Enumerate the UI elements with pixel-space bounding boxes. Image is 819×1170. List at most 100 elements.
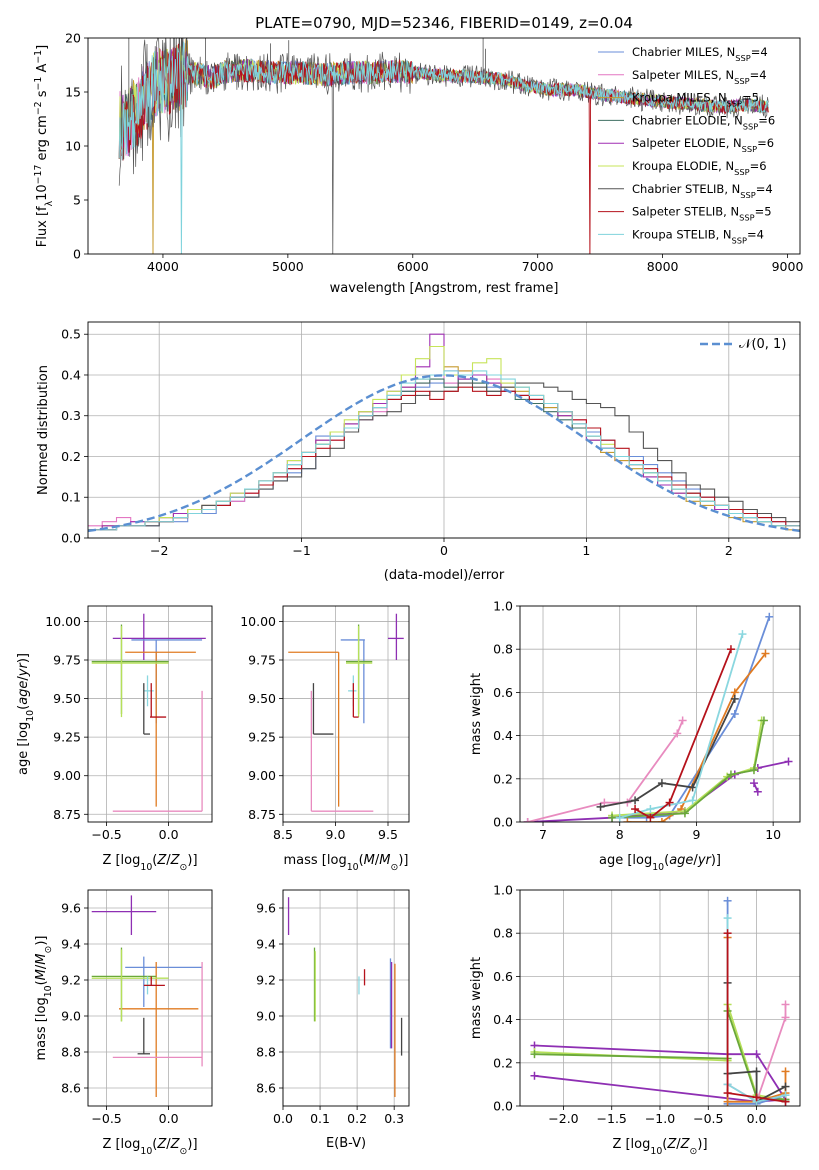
y-tick-label: 0.1 (61, 490, 81, 505)
x-tick-label: 0.2 (347, 1111, 367, 1126)
x-axis-label: E(B-V) (326, 1136, 366, 1151)
axes-frame (87, 889, 213, 1107)
y-tick-label: 0.2 (493, 1055, 513, 1070)
x-tick-label: −0.5 (693, 1111, 723, 1126)
y-tick-label: 0.5 (61, 327, 81, 342)
x-axis-label: wavelength [Angstrom, rest frame] (330, 281, 559, 296)
axes-frame (519, 605, 801, 823)
legend-entry: Kroupa MILES, NSSP=5 (632, 91, 759, 109)
histogram-line (88, 386, 800, 531)
y-tick-label: 0.0 (493, 1099, 513, 1114)
legend-entry: Salpeter STELIB, NSSP=5 (632, 205, 772, 223)
x-tick-label: 2 (725, 543, 733, 558)
y-tick-label: 20 (65, 31, 81, 46)
y-tick-label: 9.0 (256, 1009, 276, 1024)
mass_vs_EBV-panel: 0.0 0.1 0.2 0.3 8.6 8.8 9.0 9.2 9.4 9.6 E(B-V) (256, 889, 410, 1151)
x-tick-label: 0.3 (384, 1111, 404, 1126)
y-axis-label: Normed distribution (36, 365, 51, 495)
y-tick-label: 10.00 (240, 614, 276, 629)
x-tick-label: 0.1 (310, 1111, 330, 1126)
y-tick-label: 10 (65, 139, 81, 154)
error-bars (91, 895, 203, 1097)
histogram-line (88, 370, 800, 531)
y-tick-label: 0 (73, 247, 81, 262)
figure-title: PLATE=0790, MJD=52346, FIBERID=0149, z=0… (255, 14, 633, 32)
legend-entry: Salpeter ELODIE, NSSP=6 (632, 136, 774, 154)
y-tick-label: 9.75 (53, 653, 81, 668)
y-tick-label: 1.0 (493, 883, 513, 898)
axes-frame (87, 605, 213, 823)
x-tick-label: −2 (150, 543, 168, 558)
x-axis-label: age [log10(age/yr)] (599, 853, 721, 873)
y-tick-label: 9.6 (61, 901, 81, 916)
y-tick-label: 9.6 (256, 901, 276, 916)
y-tick-label: 9.2 (256, 973, 276, 988)
weight-lines (523, 612, 793, 822)
y-tick-label: 0.6 (493, 685, 513, 700)
legend-entry: Kroupa ELODIE, NSSP=6 (632, 159, 767, 177)
histograms (88, 333, 800, 533)
age_vs_Z-panel: −0.5 0.0 8.75 9.00 9.25 9.50 9.75 10.00 Z [log10… (16, 605, 213, 873)
x-tick-label: 0.0 (159, 827, 179, 842)
y-tick-label: 10.00 (45, 614, 81, 629)
x-tick-label: −0.5 (91, 827, 121, 842)
weight-line (634, 648, 732, 819)
mass_vs_Z-panel: −0.5 0.0 8.6 8.8 9.0 9.2 9.4 9.6 Z [log10(Z/Z⊙)]… (34, 889, 213, 1157)
axes-frame (519, 889, 801, 1107)
y-tick-label: 0.4 (493, 1012, 513, 1027)
normal-curve (88, 374, 800, 533)
x-tick-label: −1 (292, 543, 310, 558)
x-tick-label: 9000 (772, 259, 804, 274)
x-tick-label: −2.0 (548, 1111, 578, 1126)
legend-entry: Chabrier ELODIE, NSSP=6 (632, 113, 775, 131)
x-tick-label: 7 (539, 827, 547, 842)
x-axis-label: Z [log10(Z/Z⊙)] (612, 1137, 707, 1157)
axes-frame (87, 321, 801, 539)
y-tick-label: 8.8 (61, 1045, 81, 1060)
x-tick-label: 5000 (272, 259, 304, 274)
error-bars (91, 613, 206, 812)
y-tick-label: 9.75 (248, 653, 276, 668)
weight-lines (530, 896, 790, 1106)
x-tick-label: 0.0 (747, 1111, 767, 1126)
error-bars (288, 613, 404, 812)
spectrum-lines (118, 38, 769, 254)
x-tick-label: −1.0 (645, 1111, 675, 1126)
y-tick-label: 8.75 (248, 807, 276, 822)
y-tick-label: 9.4 (256, 937, 276, 952)
y-tick-label: 8.6 (61, 1081, 81, 1096)
y-axis-label: age [log10(age/yr)] (16, 653, 36, 775)
spectrum-panel: PLATE=0790, MJD=52346, FIBERID=0149, z=0… (33, 14, 804, 296)
legend-entry: Salpeter MILES, NSSP=4 (632, 68, 767, 86)
legend-entry: Chabrier MILES, NSSP=4 (632, 45, 768, 63)
legend: Chabrier MILES, NSSP=4 Salpeter MILES, NS… (598, 45, 775, 245)
x-tick-label: 7000 (522, 259, 554, 274)
x-tick-label: 8.5 (273, 827, 293, 842)
y-tick-label: 0.0 (61, 531, 81, 546)
legend-entry: Kroupa STELIB, NSSP=4 (632, 227, 764, 245)
x-tick-label: 0.0 (273, 1111, 293, 1126)
x-tick-label: 10 (765, 827, 781, 842)
y-tick-label: 0.2 (493, 771, 513, 786)
weight-line (726, 933, 786, 1103)
x-axis-label: Z [log10(Z/Z⊙)] (102, 853, 197, 873)
x-tick-label: 9 (692, 827, 700, 842)
x-tick-label: 0 (440, 543, 448, 558)
x-axis-label: Z [log10(Z/Z⊙)] (102, 1137, 197, 1157)
y-tick-label: 0.8 (493, 926, 513, 941)
weight-line (534, 1044, 788, 1103)
age_vs_mass-panel: 8.5 9.0 9.5 8.75 9.00 9.25 9.50 9.75 10.00 mass [… (240, 605, 410, 873)
y-tick-label: 9.00 (248, 768, 276, 783)
y-axis-label: Flux [fλ10−17 erg cm−2 s−1 A−1] (33, 45, 55, 247)
y-axis-label: mass weight (469, 957, 484, 1039)
x-tick-label: 6000 (397, 259, 429, 274)
y-axis-label: mass weight (469, 673, 484, 755)
y-tick-label: 0.4 (61, 367, 81, 382)
legend-entry: Chabrier STELIB, NSSP=4 (632, 182, 773, 200)
error-bars (287, 897, 403, 1097)
y-tick-label: 8.6 (256, 1081, 276, 1096)
x-tick-label: −0.5 (91, 1111, 121, 1126)
x-axis-label: (data-model)/error (384, 568, 505, 583)
x-tick-label: 8 (616, 827, 624, 842)
